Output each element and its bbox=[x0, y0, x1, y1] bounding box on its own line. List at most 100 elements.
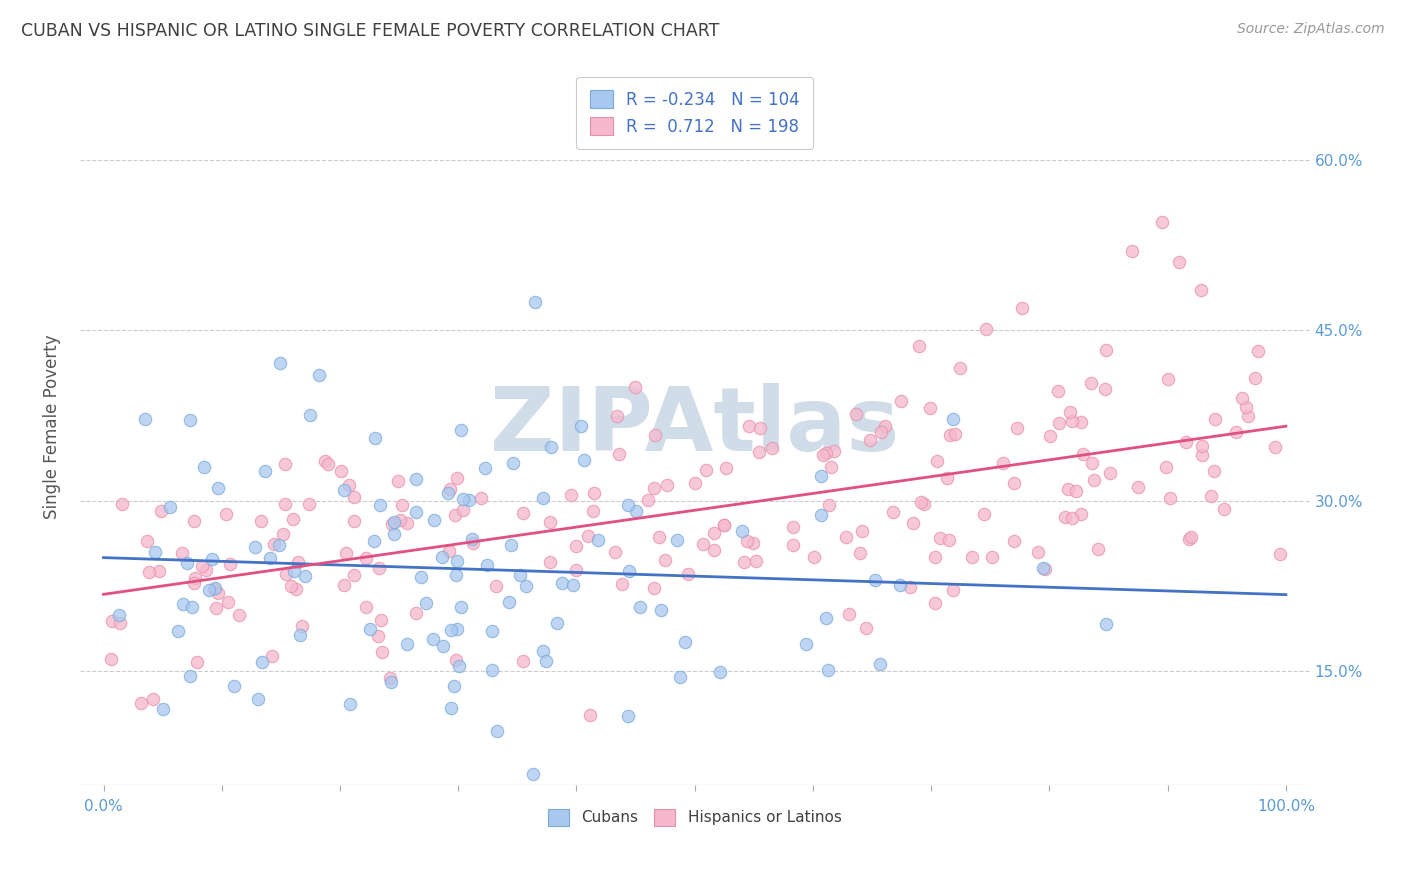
Point bbox=[364, 431, 387, 445]
Point bbox=[538, 515, 561, 529]
Point bbox=[910, 495, 932, 509]
Point bbox=[367, 629, 389, 643]
Point bbox=[565, 539, 588, 553]
Point bbox=[159, 500, 181, 515]
Point bbox=[176, 557, 198, 571]
Point bbox=[443, 679, 465, 693]
Point bbox=[811, 448, 834, 462]
Point bbox=[1154, 459, 1177, 474]
Point bbox=[129, 696, 152, 710]
Point bbox=[738, 418, 761, 433]
Point bbox=[439, 482, 461, 496]
Point bbox=[823, 444, 845, 458]
Point bbox=[207, 586, 229, 600]
Point bbox=[100, 652, 122, 666]
Point bbox=[942, 412, 965, 426]
Point bbox=[709, 665, 731, 679]
Point bbox=[395, 516, 418, 530]
Point bbox=[1059, 404, 1081, 418]
Point bbox=[1095, 617, 1118, 632]
Point bbox=[695, 463, 717, 477]
Point bbox=[280, 579, 302, 593]
Point bbox=[254, 464, 277, 478]
Point bbox=[643, 481, 665, 495]
Point bbox=[565, 563, 588, 577]
Point bbox=[1060, 414, 1083, 428]
Point bbox=[291, 619, 314, 633]
Point bbox=[367, 560, 389, 574]
Point bbox=[202, 582, 225, 597]
Point bbox=[546, 616, 568, 631]
Point bbox=[446, 471, 468, 485]
Point bbox=[461, 533, 484, 547]
Point bbox=[415, 597, 437, 611]
Point bbox=[299, 409, 322, 423]
Point bbox=[281, 512, 304, 526]
Point bbox=[907, 339, 929, 353]
Text: Source: ZipAtlas.com: Source: ZipAtlas.com bbox=[1237, 22, 1385, 37]
Point bbox=[818, 498, 841, 512]
Point bbox=[1002, 534, 1025, 549]
Point bbox=[335, 546, 357, 560]
Point bbox=[447, 659, 470, 673]
Point bbox=[849, 546, 872, 560]
Point bbox=[644, 427, 666, 442]
Point bbox=[898, 581, 921, 595]
Point bbox=[1002, 475, 1025, 490]
Point bbox=[1071, 447, 1094, 461]
Point bbox=[939, 428, 962, 442]
Point bbox=[485, 579, 508, 593]
Point bbox=[927, 454, 949, 468]
Point bbox=[733, 555, 755, 569]
Point bbox=[551, 576, 574, 591]
Point bbox=[269, 356, 291, 370]
Point bbox=[247, 691, 270, 706]
Point bbox=[692, 537, 714, 551]
Point bbox=[1225, 425, 1247, 439]
Point bbox=[183, 514, 205, 528]
Point bbox=[444, 568, 467, 582]
Point bbox=[138, 565, 160, 579]
Point bbox=[308, 368, 330, 382]
Point bbox=[172, 598, 194, 612]
Point bbox=[205, 600, 228, 615]
Point bbox=[437, 486, 460, 500]
Point bbox=[461, 536, 484, 550]
Point bbox=[422, 513, 444, 527]
Point bbox=[339, 698, 361, 712]
Point bbox=[637, 493, 659, 508]
Point bbox=[446, 622, 468, 636]
Point bbox=[942, 583, 965, 598]
Point bbox=[673, 634, 696, 648]
Point bbox=[924, 550, 946, 565]
Point bbox=[960, 549, 983, 564]
Point bbox=[713, 518, 735, 533]
Point bbox=[803, 549, 825, 564]
Point bbox=[1054, 510, 1077, 524]
Point bbox=[283, 564, 305, 578]
Point bbox=[814, 610, 837, 624]
Point bbox=[626, 504, 648, 518]
Point bbox=[378, 671, 401, 685]
Point bbox=[1174, 435, 1197, 450]
Point bbox=[273, 457, 295, 471]
Point bbox=[1011, 301, 1033, 315]
Point bbox=[810, 508, 832, 523]
Point bbox=[855, 621, 877, 635]
Point bbox=[262, 649, 284, 664]
Point bbox=[560, 488, 582, 502]
Point bbox=[845, 408, 868, 422]
Point bbox=[534, 654, 557, 668]
Point bbox=[851, 524, 873, 539]
Point bbox=[820, 460, 842, 475]
Point bbox=[531, 491, 554, 505]
Point bbox=[1070, 415, 1092, 429]
Point bbox=[1095, 343, 1118, 358]
Point bbox=[276, 566, 298, 581]
Point bbox=[274, 497, 297, 511]
Point bbox=[562, 578, 585, 592]
Point bbox=[993, 456, 1015, 470]
Point bbox=[172, 546, 194, 560]
Point bbox=[245, 541, 267, 555]
Point bbox=[918, 401, 941, 415]
